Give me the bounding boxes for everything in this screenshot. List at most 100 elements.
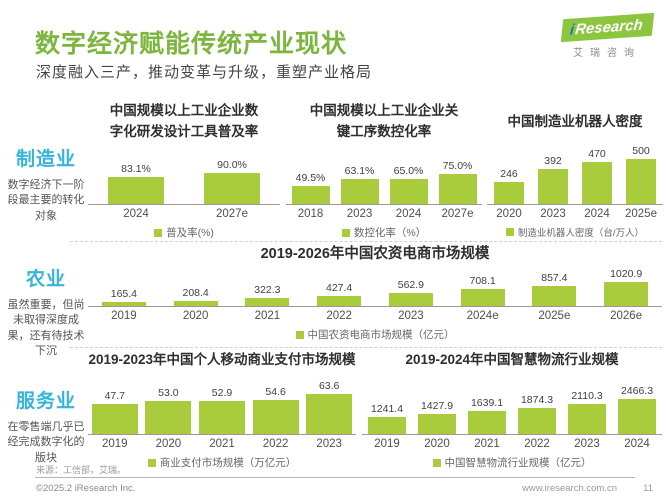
chart-axis-labels: 2020 2023 2024 2025e xyxy=(487,208,663,220)
section-divider xyxy=(70,347,662,348)
copyright-text: ©2025.2 iResearch Inc. xyxy=(36,483,136,494)
axis-category-label: 2018 xyxy=(297,208,324,220)
bar xyxy=(204,173,260,204)
chart-axis-labels: 2019 2020 2021 2022 2023 2024e 2025e 2026e xyxy=(88,310,662,322)
page-number: 11 xyxy=(643,483,653,494)
bar-value-label: 500 xyxy=(632,145,650,157)
bar xyxy=(538,169,568,204)
bar-column: 392 xyxy=(531,155,575,204)
chart-key-process-nc-rate: 中国规模以上工业企业关 键工序数控化率 49.5% 63.1% 65.0% 75.0% … xyxy=(286,100,482,240)
footer-divider xyxy=(35,477,635,478)
sector-agriculture-desc: 虽然重要，但尚未取得深度成果，还有待技术下沉 xyxy=(7,299,85,358)
bar xyxy=(494,182,524,204)
chart-title: 2019-2023年中国个人移动商业支付市场规模 xyxy=(88,350,356,370)
bar-value-label: 708.1 xyxy=(469,275,496,287)
bar-column: 1639.1 xyxy=(462,397,512,434)
bar xyxy=(568,404,606,434)
chart-title: 2019-2024年中国智慧物流行业规模 xyxy=(362,350,662,370)
bar-value-label: 49.5% xyxy=(295,172,326,184)
agriculture-section: 农业 虽然重要，但尚未取得深度成果，还有待技术下沉 2019-2026年中国农资… xyxy=(0,244,667,357)
bar-value-label: 1427.9 xyxy=(420,400,454,412)
bar xyxy=(198,401,245,434)
axis-category-label: 2019 xyxy=(374,438,400,450)
bar-value-label: 246 xyxy=(500,168,518,180)
chart-title: 中国制造业机器人密度 xyxy=(487,100,663,144)
axis-category-label: 2024 xyxy=(395,208,422,220)
axis-category-label: 2020 xyxy=(182,310,209,322)
chart-plot-area: 83.1% 90.0% xyxy=(88,146,280,205)
bar-value-label: 470 xyxy=(588,148,606,160)
axis-category-label: 2022 xyxy=(326,310,352,322)
chart-title-line: 中国制造业机器人密度 xyxy=(507,113,643,129)
chart-smart-logistics-market: 2019-2024年中国智慧物流行业规模 1241.4 1427.9 1639.1 1… xyxy=(362,350,662,470)
legend-swatch-icon xyxy=(154,228,163,237)
sector-manufacturing-label: 制造业 xyxy=(15,149,76,170)
bar-column: 208.4 xyxy=(160,287,232,306)
bar-column: 47.7 xyxy=(88,390,142,434)
bar-column: 1241.4 xyxy=(362,403,412,434)
bar xyxy=(418,414,456,434)
bar-value-label: 1874.3 xyxy=(520,394,554,406)
sector-manufacturing-desc: 数字经济下一阶段最主要的转化对象 xyxy=(7,179,85,222)
axis-category-label: 2027e xyxy=(441,208,474,220)
bar xyxy=(317,296,362,306)
chart-title-line: 中国规模以上工业企业数 xyxy=(109,103,259,119)
axis-category-label: 2024e xyxy=(466,310,499,322)
legend-label: 商业支付市场规模（万亿元） xyxy=(159,457,297,469)
bar-value-label: 427.4 xyxy=(325,282,353,294)
bar-column: 1874.3 xyxy=(512,394,562,434)
section-divider xyxy=(70,241,662,242)
bar-column: 470 xyxy=(575,148,619,204)
axis-category-label: 2020 xyxy=(424,438,450,450)
bar-column: 322.3 xyxy=(232,284,304,306)
axis-category-label: 2024 xyxy=(123,208,149,220)
chart-plot-area: 47.7 53.0 52.9 54.6 63.6 xyxy=(88,372,356,435)
manufacturing-section: 制造业 数字经济下一阶段最主要的转化对象 中国规模以上工业企业数 字化研发设计工具… xyxy=(0,100,667,241)
legend-swatch-icon xyxy=(341,228,350,237)
bar-value-label: 63.1% xyxy=(344,165,375,177)
page-title: 数字经济赋能传统产业现状 xyxy=(35,30,348,58)
bar xyxy=(388,293,433,306)
legend-swatch-icon xyxy=(505,228,514,236)
axis-category-label: 2023 xyxy=(346,208,373,220)
chart-plot-area: 246 392 470 500 xyxy=(487,145,663,205)
bar xyxy=(101,302,146,306)
legend-swatch-icon xyxy=(295,330,304,339)
bar-column: 500 xyxy=(619,145,663,204)
axis-category-label: 2020 xyxy=(496,208,522,220)
bar-value-label: 2466.3 xyxy=(620,385,654,397)
axis-category-label: 2025e xyxy=(625,208,657,220)
bar xyxy=(245,298,290,306)
axis-category-label: 2020 xyxy=(155,438,182,450)
chart-legend: 制造业机器人密度（台/万人） xyxy=(487,225,663,239)
bar-value-label: 208.4 xyxy=(182,287,209,299)
legend-swatch-icon xyxy=(432,458,441,467)
bar-column: 1427.9 xyxy=(412,400,462,434)
bar xyxy=(252,400,299,434)
axis-category-label: 2023 xyxy=(540,208,566,220)
bar-value-label: 1020.9 xyxy=(610,268,643,280)
bar xyxy=(582,162,612,204)
bar-value-label: 562.9 xyxy=(397,279,425,291)
page-subtitle: 深度融入三产，推动变革与升级，重塑产业格局 xyxy=(36,64,373,81)
axis-category-label: 2022 xyxy=(524,438,550,450)
chart-legend: 普及率(%) xyxy=(88,225,280,240)
bar xyxy=(108,177,164,204)
sector-services-label: 服务业 xyxy=(15,391,76,412)
chart-title-line: 中国规模以上工业企业关 xyxy=(309,103,459,119)
bar xyxy=(468,411,506,434)
bar-value-label: 75.0% xyxy=(442,160,473,172)
chart-digital-rd-tool-penetration: 中国规模以上工业企业数 字化研发设计工具普及率 83.1% 90.0% 2024 20… xyxy=(88,100,280,240)
bar xyxy=(460,289,505,306)
bar xyxy=(368,417,406,434)
sector-manufacturing: 制造业 数字经济下一阶段最主要的转化对象 xyxy=(4,144,88,224)
axis-category-label: 2023 xyxy=(316,438,342,450)
bar xyxy=(532,286,577,306)
chart-legend: 商业支付市场规模（万亿元） xyxy=(88,455,356,470)
bar xyxy=(173,301,218,306)
iresearch-logo: iResearch 艾瑞咨询 xyxy=(557,12,657,59)
chart-axis-labels: 2019 2020 2021 2022 2023 2024 xyxy=(362,438,662,450)
bar-column: 857.4 xyxy=(519,272,591,306)
bar xyxy=(340,179,379,204)
axis-category-label: 2024 xyxy=(624,438,650,450)
